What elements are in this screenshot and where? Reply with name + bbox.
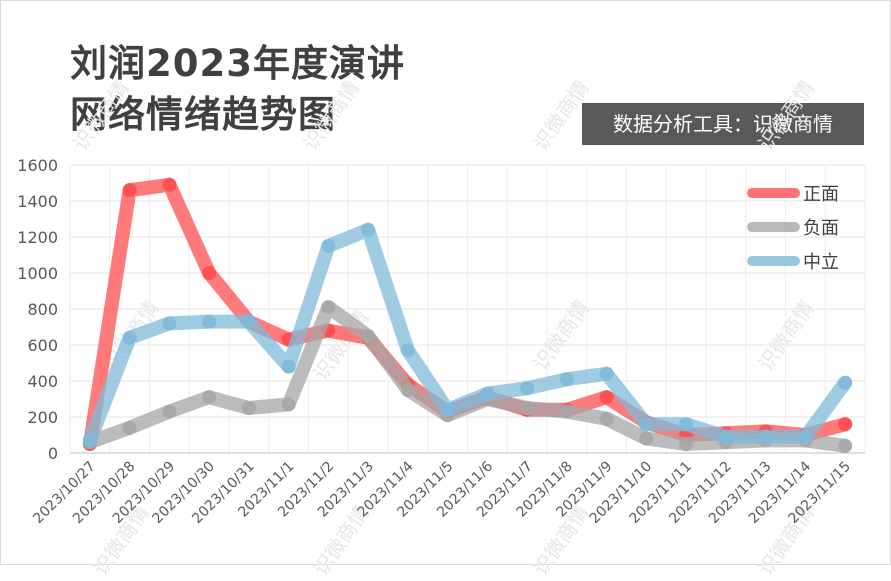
data-point bbox=[838, 438, 853, 453]
x-axis-ticks: 2023/10/272023/10/282023/10/292023/10/30… bbox=[30, 458, 854, 526]
data-point bbox=[122, 183, 137, 198]
legend-label: 负面 bbox=[803, 218, 839, 239]
tool-badge: 数据分析工具：识微商情 bbox=[582, 103, 864, 145]
data-point bbox=[202, 314, 217, 329]
data-point bbox=[162, 177, 177, 192]
y-axis-ticks: 0 200 400 600 800 1000 1200 1400 1600 bbox=[17, 156, 58, 463]
data-point bbox=[400, 383, 415, 397]
y-tick-label: 600 bbox=[27, 336, 58, 355]
y-tick-label: 1200 bbox=[17, 228, 58, 247]
data-point bbox=[122, 420, 137, 435]
line-chart: 0 200 400 600 800 1000 1200 1400 1600 2023/10/27… bbox=[17, 156, 866, 527]
data-point bbox=[559, 372, 574, 387]
y-tick-label: 400 bbox=[27, 372, 58, 391]
y-tick-label: 0 bbox=[48, 444, 58, 463]
data-point bbox=[241, 401, 256, 415]
data-point bbox=[82, 433, 97, 448]
data-point bbox=[520, 401, 535, 415]
data-point bbox=[599, 366, 614, 381]
data-point bbox=[202, 390, 217, 405]
data-point bbox=[838, 375, 853, 390]
data-point bbox=[202, 266, 217, 280]
data-point bbox=[361, 329, 376, 343]
data-point bbox=[639, 431, 654, 446]
y-tick-label: 1600 bbox=[17, 156, 58, 175]
data-point bbox=[639, 417, 654, 432]
data-point bbox=[480, 386, 495, 401]
data-point bbox=[679, 437, 694, 451]
data-point bbox=[321, 300, 336, 315]
data-point bbox=[440, 402, 455, 417]
data-point bbox=[599, 411, 614, 426]
data-point bbox=[361, 222, 376, 237]
legend-label: 中立 bbox=[803, 252, 839, 273]
data-point bbox=[758, 429, 773, 444]
data-point bbox=[281, 397, 296, 412]
data-point bbox=[679, 417, 694, 432]
data-point bbox=[718, 429, 733, 444]
series-group bbox=[82, 177, 853, 453]
data-point bbox=[162, 404, 177, 419]
grid-lines bbox=[69, 164, 866, 454]
data-point bbox=[241, 314, 256, 329]
data-point bbox=[520, 381, 535, 396]
data-point bbox=[559, 404, 574, 419]
data-point bbox=[798, 429, 813, 444]
data-point bbox=[321, 239, 336, 253]
y-tick-label: 1400 bbox=[17, 192, 58, 211]
data-point bbox=[162, 316, 177, 331]
data-point bbox=[281, 359, 296, 374]
data-point bbox=[838, 417, 853, 432]
legend-label: 正面 bbox=[803, 184, 839, 205]
chart-title: 刘润2023年度演讲 网络情绪趋势图 bbox=[70, 38, 405, 140]
y-tick-label: 800 bbox=[27, 300, 58, 319]
title-line-2: 网络情绪趋势图 bbox=[70, 93, 336, 136]
title-line-1: 刘润2023年度演讲 bbox=[70, 42, 405, 85]
data-point bbox=[122, 330, 137, 345]
data-point bbox=[400, 343, 415, 358]
y-tick-label: 1000 bbox=[17, 264, 58, 283]
y-tick-label: 200 bbox=[27, 408, 58, 427]
series-3 bbox=[82, 222, 853, 448]
data-point bbox=[599, 390, 614, 405]
